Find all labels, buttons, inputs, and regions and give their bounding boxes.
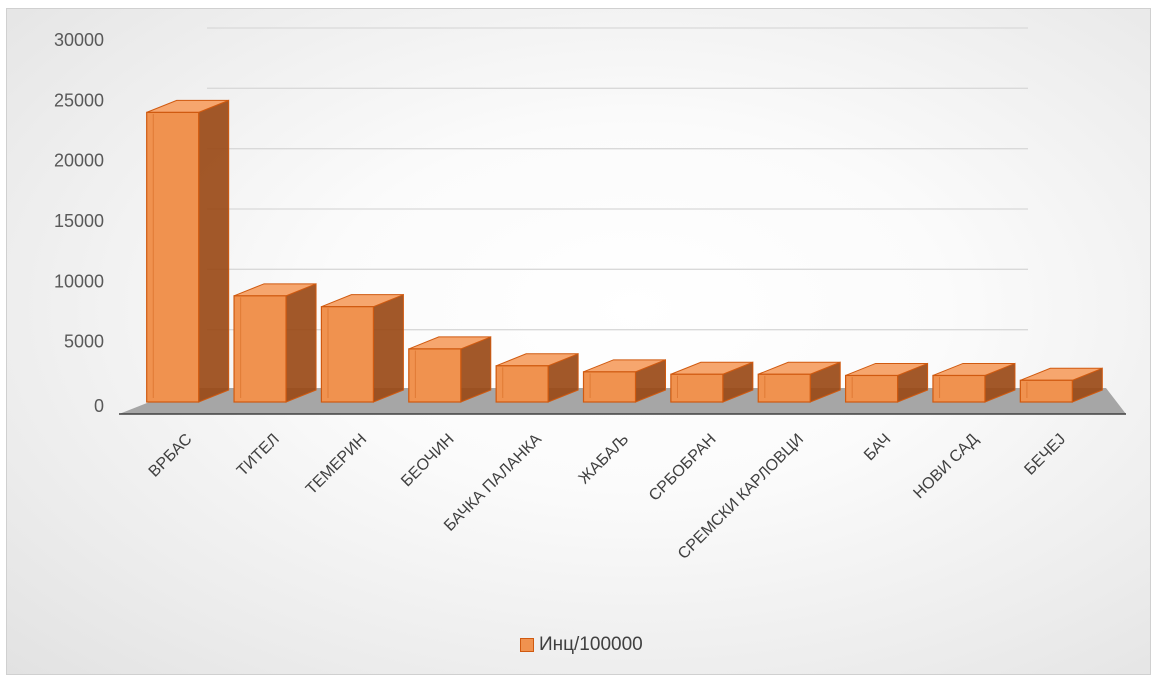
bar: [844, 362, 929, 403]
gridlines: [207, 27, 1028, 331]
bar-front: [582, 371, 637, 403]
bar-front: [757, 373, 811, 403]
y-tick-label: 20000: [54, 151, 104, 171]
y-tick-label: 0: [94, 396, 104, 416]
bar: [670, 361, 754, 403]
x-tick-label: БЕЧЕЈ: [1021, 431, 1069, 479]
bar-front: [233, 295, 287, 403]
y-axis: 0 5000 10000 15000 20000 25000 30000: [54, 30, 104, 416]
bar: [495, 353, 579, 403]
bar: [408, 336, 492, 403]
bar: [932, 362, 1016, 403]
bar-front: [844, 374, 899, 403]
bar: [757, 361, 841, 403]
x-tick-label: ВРБАС: [146, 431, 196, 481]
y-tick-label: 15000: [54, 211, 104, 231]
bar-front: [932, 374, 986, 403]
bar-front: [146, 111, 200, 403]
x-tick-label: БАЧКА ПАЛАНКА: [441, 431, 545, 535]
x-tick-label: ЖАБАЉ: [576, 431, 633, 488]
legend-label: Инц/100000: [539, 634, 643, 655]
bar-side: [372, 293, 404, 403]
x-tick-label: НОВИ САД: [910, 431, 981, 502]
bar: [233, 283, 317, 403]
legend: Инц/100000: [520, 634, 643, 656]
bars: [146, 99, 1103, 403]
bar: [146, 99, 230, 403]
bar-side: [198, 99, 230, 403]
y-tick-label: 5000: [64, 332, 104, 352]
bar-front: [495, 365, 549, 403]
x-tick-label: ТЕМЕРИН: [303, 431, 370, 498]
y-tick-label: 10000: [54, 271, 104, 291]
x-tick-label: БЕОЧИН: [398, 431, 457, 490]
bar-front: [408, 348, 462, 403]
legend-swatch: [520, 638, 534, 652]
bar: [1019, 367, 1103, 403]
x-tick-label: СРБОБРАН: [646, 431, 720, 505]
bar-front: [320, 306, 375, 403]
bar: [582, 359, 666, 403]
bar-front: [670, 373, 724, 403]
x-tick-label: ТИТЕЛ: [234, 431, 283, 480]
bar: [320, 293, 404, 403]
y-tick-label: 25000: [54, 90, 104, 110]
y-tick-label: 30000: [54, 30, 104, 50]
bar-front: [1019, 379, 1073, 403]
bar-side: [285, 283, 317, 403]
x-tick-label: БАЧ: [861, 431, 894, 464]
